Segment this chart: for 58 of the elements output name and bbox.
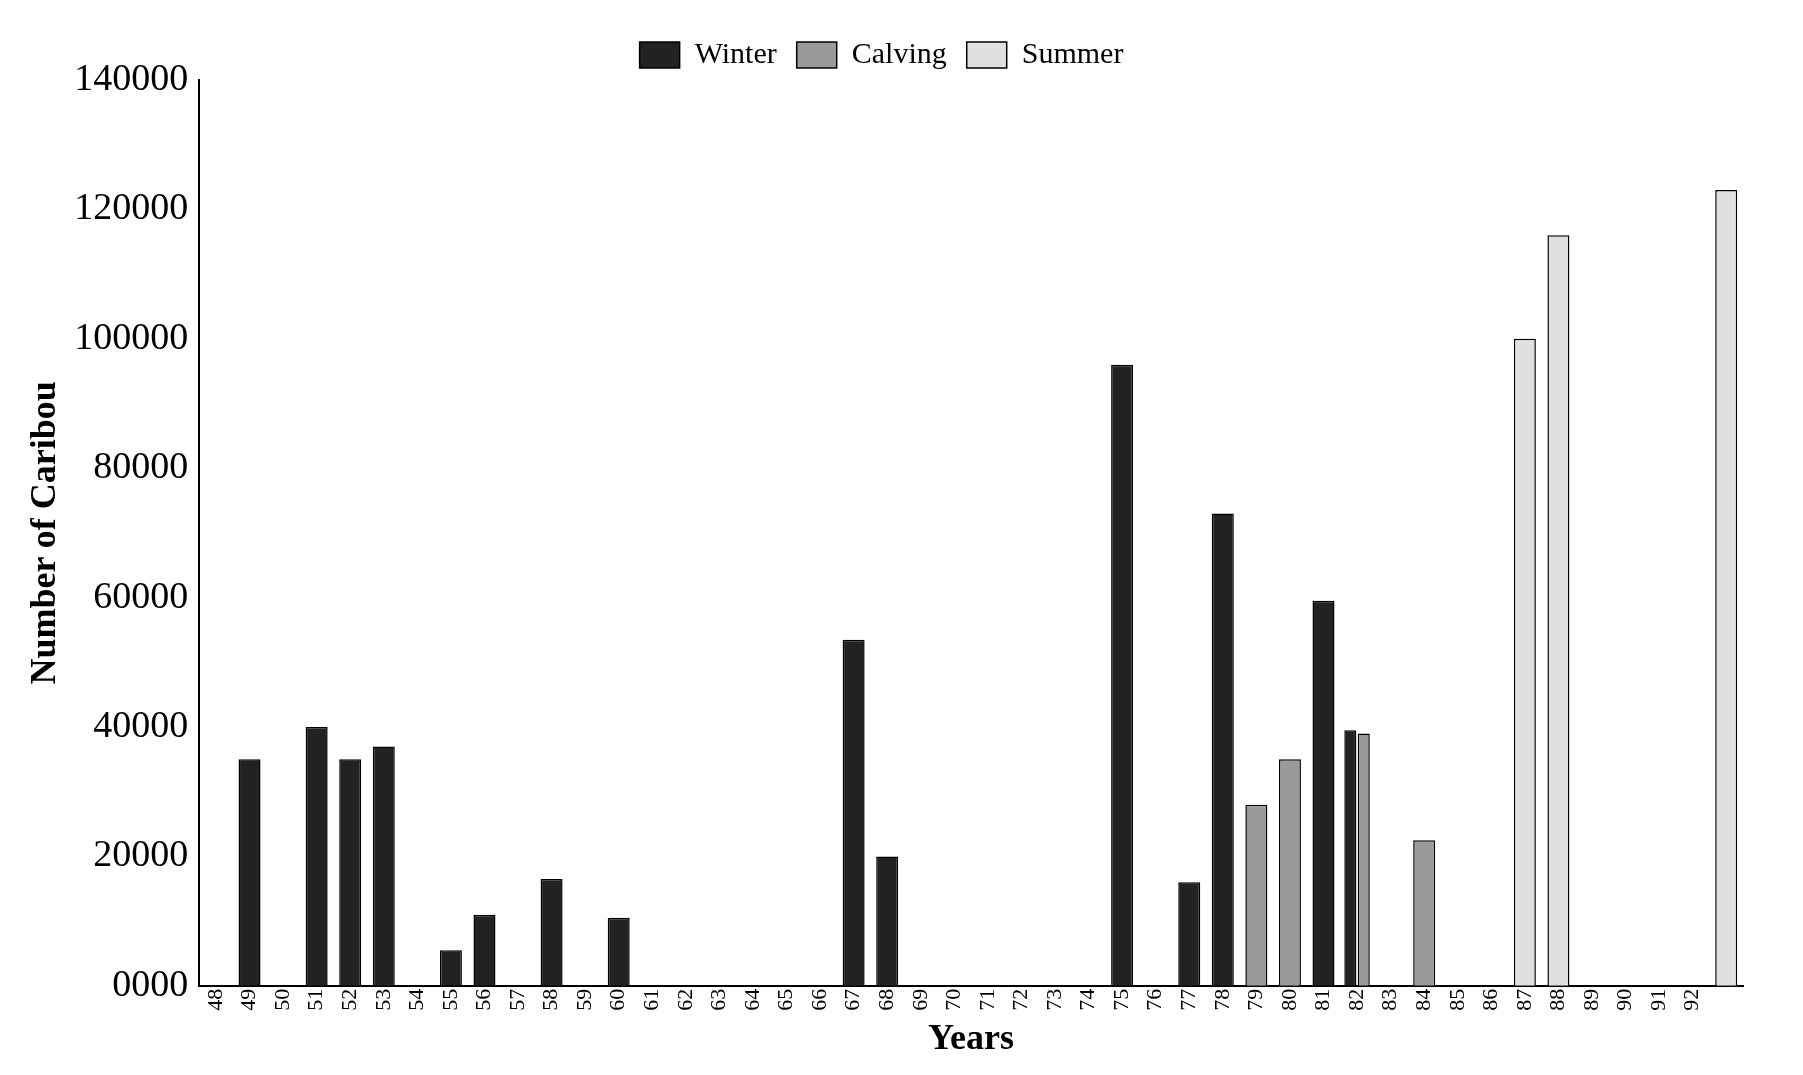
x-tick-label: 76 (1141, 988, 1167, 1011)
x-tick-label: 63 (705, 988, 731, 1011)
x-tick-label: 60 (604, 988, 630, 1011)
x-tick-label: 73 (1040, 988, 1066, 1011)
legend-label: Summer (1021, 35, 1124, 69)
x-tick-label: 61 (638, 988, 664, 1011)
x-tick-label: 78 (1208, 988, 1234, 1011)
x-tick-label: 72 (1007, 988, 1033, 1011)
x-tick-label: 85 (1443, 988, 1469, 1011)
x-tick-label: 59 (570, 988, 596, 1011)
y-tick-label: 80000 (93, 444, 189, 487)
x-tick-label: 68 (872, 988, 898, 1011)
x-tick-label: 57 (503, 988, 529, 1011)
y-tick-label: 120000 (74, 185, 189, 228)
x-tick-label: 77 (1175, 988, 1201, 1011)
x-tick-label: 67 (839, 988, 865, 1011)
y-tick-label: 140000 (74, 55, 189, 98)
x-tick-label: 56 (470, 988, 496, 1011)
y-tick-label: 100000 (74, 314, 189, 357)
y-tick-label: 0000 (112, 961, 189, 1004)
x-tick-label: 66 (805, 988, 831, 1011)
x-tick-label: 53 (369, 988, 395, 1011)
x-tick-label: 51 (302, 988, 328, 1011)
x-axis-title: Years (928, 1016, 1015, 1057)
x-tick-label: 80 (1275, 988, 1301, 1011)
x-tick-label: 79 (1242, 988, 1268, 1011)
x-tick-label: 62 (671, 988, 697, 1011)
x-tick-label: 87 (1510, 988, 1536, 1011)
x-tick-label: 91 (1644, 988, 1670, 1011)
x-tick-label: 49 (235, 988, 261, 1011)
legend-label: Calving (851, 35, 947, 69)
x-tick-label: 50 (268, 988, 294, 1011)
x-tick-label: 54 (403, 988, 429, 1011)
x-tick-label: 83 (1376, 988, 1402, 1011)
x-tick-label: 48 (201, 988, 227, 1011)
x-tick-label: 89 (1577, 988, 1603, 1011)
x-tick-label: 64 (738, 988, 764, 1011)
x-tick-label: 92 (1678, 988, 1704, 1011)
legend-label: Winter (694, 35, 777, 69)
x-tick-label: 69 (906, 988, 932, 1011)
x-tick-label: 81 (1309, 988, 1335, 1011)
y-axis-title: Number of Caribou (22, 381, 63, 685)
y-tick-label: 20000 (93, 832, 189, 875)
x-tick-label: 58 (537, 988, 563, 1011)
x-tick-label: 70 (940, 988, 966, 1011)
y-tick-label: 60000 (93, 573, 189, 616)
x-tick-label: 88 (1544, 988, 1570, 1011)
x-tick-label: 84 (1409, 988, 1435, 1011)
x-tick-label: 86 (1477, 988, 1503, 1011)
x-tick-label: 75 (1107, 988, 1133, 1011)
x-tick-label: 71 (973, 988, 999, 1011)
x-tick-label: 90 (1611, 988, 1637, 1011)
x-tick-label: 55 (436, 988, 462, 1011)
x-tick-label: 65 (772, 988, 798, 1011)
x-tick-label: 52 (336, 988, 362, 1011)
x-tick-label: 82 (1342, 988, 1368, 1011)
x-tick-label: 74 (1074, 988, 1100, 1011)
y-tick-label: 40000 (93, 702, 189, 745)
